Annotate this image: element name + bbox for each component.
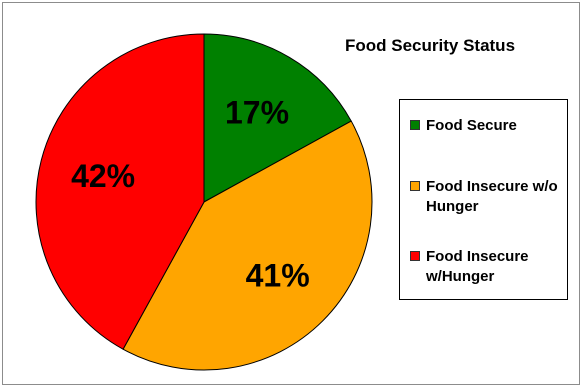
pie-slice-food-insecure-without-hunger [122,120,373,371]
legend-item-food-insecure-without-hunger: Food Insecure w/o Hunger [410,177,566,217]
slice-label-food-secure: 17% [225,94,289,130]
slice-label-food-insecure-without-hunger: 41% [246,258,310,294]
legend-item-food-secure: Food Secure [410,116,566,136]
legend-label-food-insecure-with-hunger: Food Insecure w/Hunger [426,248,529,285]
chart-title: Food Security Status [345,36,516,55]
legend-label-food-secure: Food Secure [426,117,517,134]
pie-slice-food-insecure-with-hunger [35,33,205,350]
legend-item-food-insecure-with-hunger: Food Insecure w/Hunger [410,247,566,287]
legend-swatch-food-insecure-with-hunger [410,251,420,261]
legend: Food Secure Food Insecure w/o Hunger Foo… [399,99,568,300]
pie-slice-food-secure [203,33,352,203]
legend-swatch-food-insecure-without-hunger [410,181,420,191]
slice-label-food-insecure-with-hunger: 42% [71,158,135,194]
legend-swatch-food-secure [410,120,420,130]
legend-label-food-insecure-without-hunger: Food Insecure w/o Hunger [426,178,558,215]
